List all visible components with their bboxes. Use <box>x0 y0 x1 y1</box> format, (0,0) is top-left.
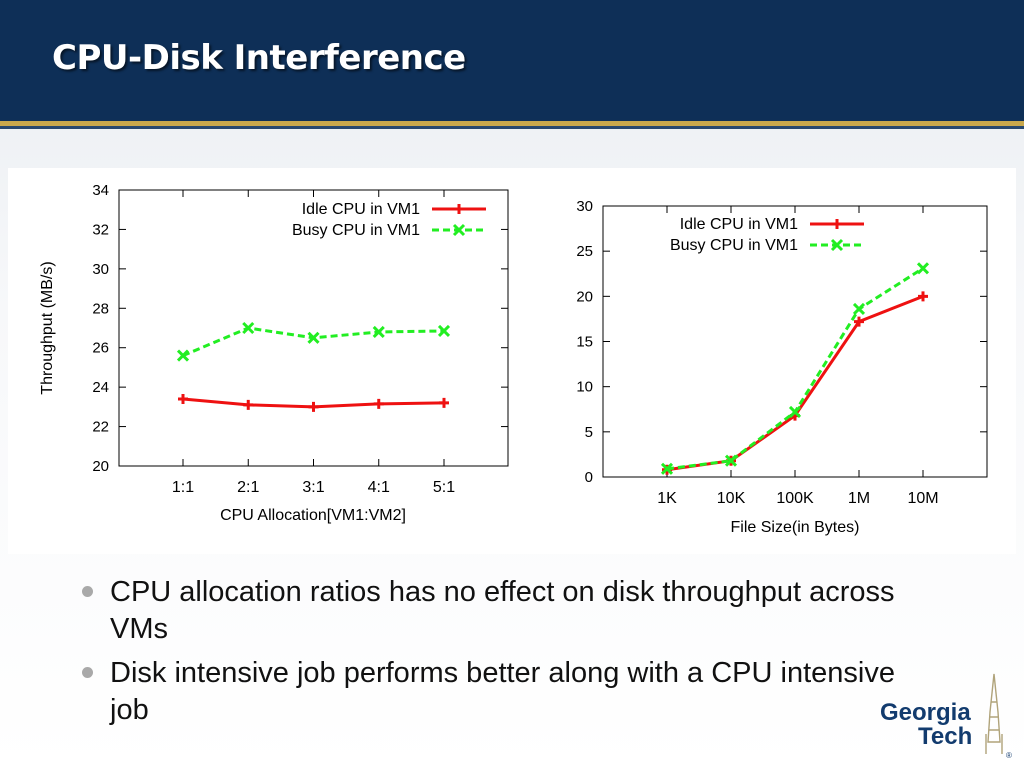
slide-title: CPU-Disk Interference <box>52 38 466 78</box>
data-point <box>788 405 802 419</box>
title-bar: CPU-Disk Interference <box>0 0 1024 121</box>
y-tick-label: 10 <box>576 379 593 396</box>
y-tick-label: 30 <box>92 261 109 278</box>
chart-panel: 20 22 24 26 28 30 32 34 1:1 2:1 3:1 4:1 5:1 CPU Alloc… <box>8 168 1016 554</box>
series-line <box>666 294 924 472</box>
x-tick-label: 2:1 <box>237 479 259 496</box>
legend-marker <box>454 204 464 214</box>
bullet-dot-icon <box>82 586 93 597</box>
legend-marker <box>452 223 466 237</box>
y-tick-label: 5 <box>585 424 593 441</box>
x-tick-label: 4:1 <box>368 479 390 496</box>
x-axis-label: File Size(in Bytes) <box>731 519 860 536</box>
y-tick-label: 15 <box>576 334 593 351</box>
x-tick-label: 100K <box>776 490 814 507</box>
bullet-dot-icon <box>82 667 93 678</box>
legend-label: Idle CPU in VM1 <box>680 216 798 233</box>
blue-divider <box>0 126 1024 129</box>
bullet-text: Disk intensive job performs better along… <box>110 657 895 726</box>
x-tick-label: 5:1 <box>433 479 455 496</box>
data-point <box>724 454 738 467</box>
y-tick-label: 22 <box>92 419 109 436</box>
data-point <box>242 321 255 335</box>
data-point <box>372 325 385 339</box>
data-point <box>852 302 866 316</box>
y-tick-label: 34 <box>92 182 109 199</box>
tower-icon <box>985 673 1003 754</box>
y-tick-label: 20 <box>92 458 109 475</box>
logo-line1: Georgia <box>880 699 971 726</box>
x-axis-label: CPU Allocation[VM1:VM2] <box>220 507 406 524</box>
x-tick-label: 10M <box>907 490 938 507</box>
bullet-item: CPU allocation ratios has no effect on d… <box>78 574 938 648</box>
data-point <box>307 331 320 344</box>
y-tick-label: 32 <box>92 221 109 238</box>
y-tick-label: 28 <box>92 300 109 317</box>
data-point <box>439 397 449 408</box>
y-tick-label: 0 <box>585 469 593 486</box>
logo-line2: Tech <box>918 723 972 750</box>
data-point <box>176 349 190 362</box>
data-point <box>916 262 930 275</box>
data-point <box>854 316 864 327</box>
data-point <box>918 291 928 302</box>
legend-label: Busy CPU in VM1 <box>670 237 798 254</box>
series-line <box>182 326 445 357</box>
charts-svg: 20 22 24 26 28 30 32 34 1:1 2:1 3:1 4:1 5:1 CPU Alloc… <box>39 182 988 536</box>
data-point <box>437 324 451 338</box>
x-tick-label: 10K <box>717 490 746 507</box>
legend-label: Busy CPU in VM1 <box>292 222 420 239</box>
data-point <box>373 398 384 409</box>
series-line <box>666 267 924 471</box>
bullet-text: CPU allocation ratios has no effect on d… <box>110 576 895 645</box>
logo-registered-mark: ® <box>1006 751 1012 760</box>
data-point <box>660 462 674 475</box>
x-tick-label: 1K <box>657 490 677 507</box>
data-point <box>243 399 254 410</box>
data-point <box>308 401 319 412</box>
y-tick-label: 24 <box>92 379 109 396</box>
y-tick-label: 25 <box>576 243 593 260</box>
y-axis-label: Throughput (MB/s) <box>39 261 56 394</box>
bullet-list: CPU allocation ratios has no effect on d… <box>78 574 938 736</box>
gold-divider <box>0 121 1024 126</box>
y-tick-label: 26 <box>92 340 109 357</box>
legend-label: Idle CPU in VM1 <box>302 201 420 218</box>
data-point <box>178 393 188 404</box>
legend-marker <box>832 219 842 229</box>
x-tick-label: 1M <box>848 490 870 507</box>
x-tick-label: 3:1 <box>302 479 324 496</box>
y-tick-label: 30 <box>576 198 593 215</box>
x-tick-label: 1:1 <box>172 479 194 496</box>
legend-marker <box>830 238 844 252</box>
georgia-tech-logo: Georgia Tech ® <box>880 673 1012 760</box>
y-tick-label: 20 <box>576 288 593 305</box>
bullet-item: Disk intensive job performs better along… <box>78 655 938 729</box>
